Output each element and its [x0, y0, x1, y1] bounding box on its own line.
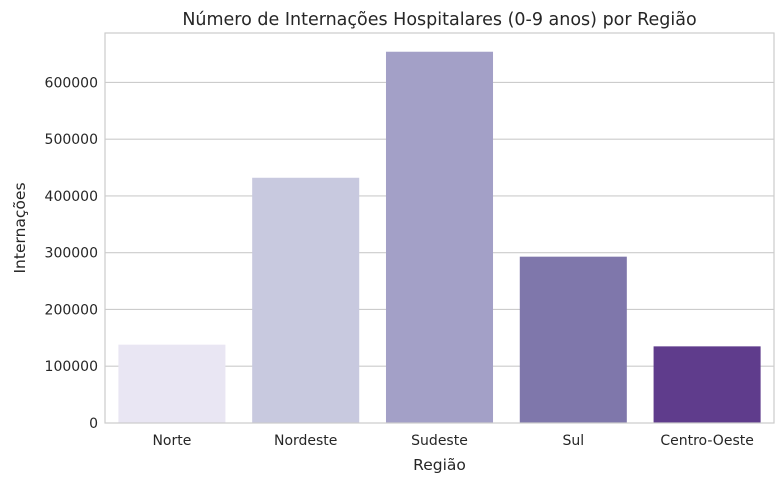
plot-frame — [104, 32, 775, 424]
bar-nordeste — [252, 177, 360, 423]
bar-sul — [519, 256, 627, 423]
y-tick-label: 400000 — [45, 189, 98, 205]
x-axis-label: Região — [413, 456, 466, 474]
x-tick-label: Norte — [152, 433, 191, 449]
bar-norte — [118, 344, 226, 423]
bars — [118, 51, 761, 424]
y-tick-label: 300000 — [45, 246, 98, 262]
y-axis-label: Internações — [11, 182, 29, 273]
x-tick-label: Centro-Oeste — [660, 433, 754, 449]
y-tick-label: 0 — [89, 416, 98, 432]
bar-centro-oeste — [653, 346, 761, 423]
x-tick-labels: Norte Nordeste Sudeste Sul Centro-Oeste — [152, 433, 753, 449]
bar-sudeste — [385, 51, 494, 424]
y-tick-labels: 0 100000 200000 300000 400000 500000 600000 — [45, 75, 98, 432]
x-tick-label: Nordeste — [274, 433, 337, 449]
y-tick-label: 500000 — [45, 132, 98, 148]
y-tick-label: 100000 — [45, 359, 98, 375]
y-tick-label: 600000 — [45, 75, 98, 91]
y-tick-label: 200000 — [45, 302, 98, 318]
x-tick-label: Sudeste — [411, 433, 468, 449]
x-tick-label: Sul — [562, 433, 584, 449]
chart-title: Número de Internações Hospitalares (0-9 … — [182, 10, 696, 30]
